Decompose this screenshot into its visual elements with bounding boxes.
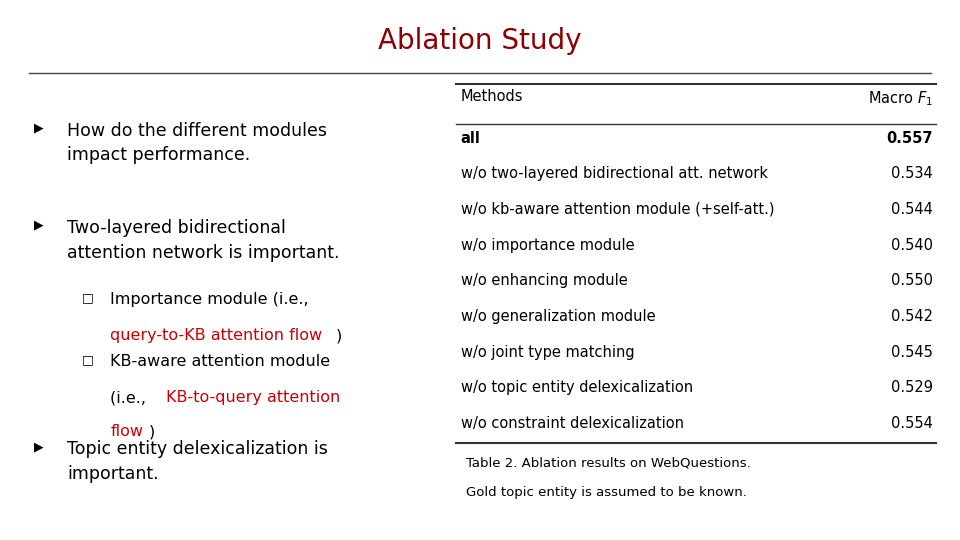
Text: 0.544: 0.544	[891, 202, 933, 217]
Text: w/o generalization module: w/o generalization module	[461, 309, 656, 324]
Text: KB-to-query attention: KB-to-query attention	[166, 390, 341, 406]
Text: Gold topic entity is assumed to be known.: Gold topic entity is assumed to be known…	[466, 486, 747, 499]
Text: flow: flow	[110, 424, 143, 440]
Text: 0.545: 0.545	[891, 345, 933, 360]
Text: w/o joint type matching: w/o joint type matching	[461, 345, 635, 360]
Text: Methods: Methods	[461, 89, 523, 104]
Text: ▶: ▶	[34, 122, 43, 134]
Text: w/o enhancing module: w/o enhancing module	[461, 273, 628, 288]
Text: w/o constraint delexicalization: w/o constraint delexicalization	[461, 416, 684, 431]
Text: Two-layered bidirectional
attention network is important.: Two-layered bidirectional attention netw…	[67, 219, 340, 262]
Text: 0.529: 0.529	[891, 380, 933, 395]
Text: 0.534: 0.534	[892, 166, 933, 181]
Text: ): )	[149, 424, 156, 440]
Text: □: □	[82, 354, 93, 367]
Text: query-to-KB attention flow: query-to-KB attention flow	[110, 328, 323, 343]
Text: Topic entity delexicalization is
important.: Topic entity delexicalization is importa…	[67, 440, 328, 483]
Text: w/o kb-aware attention module (+self-att.): w/o kb-aware attention module (+self-att…	[461, 202, 775, 217]
Text: all: all	[461, 131, 481, 146]
Text: KB-aware attention module: KB-aware attention module	[110, 354, 330, 369]
Text: 0.550: 0.550	[891, 273, 933, 288]
Text: w/o topic entity delexicalization: w/o topic entity delexicalization	[461, 380, 693, 395]
Text: Table 2. Ablation results on WebQuestions.: Table 2. Ablation results on WebQuestion…	[466, 456, 751, 469]
Text: 0.542: 0.542	[891, 309, 933, 324]
Text: 0.554: 0.554	[891, 416, 933, 431]
Text: 0.557: 0.557	[887, 131, 933, 146]
Text: w/o two-layered bidirectional att. network: w/o two-layered bidirectional att. netwo…	[461, 166, 768, 181]
Text: Importance module (i.e.,: Importance module (i.e.,	[110, 292, 309, 307]
Text: How do the different modules
impact performance.: How do the different modules impact perf…	[67, 122, 327, 165]
Text: 0.540: 0.540	[891, 238, 933, 253]
Text: Macro $F_1$: Macro $F_1$	[868, 89, 933, 108]
Text: □: □	[82, 292, 93, 305]
Text: ▶: ▶	[34, 219, 43, 232]
Text: ): )	[336, 328, 343, 343]
Text: Ablation Study: Ablation Study	[378, 27, 582, 55]
Text: ▶: ▶	[34, 440, 43, 453]
Text: (i.e.,: (i.e.,	[110, 390, 152, 406]
Text: w/o importance module: w/o importance module	[461, 238, 635, 253]
